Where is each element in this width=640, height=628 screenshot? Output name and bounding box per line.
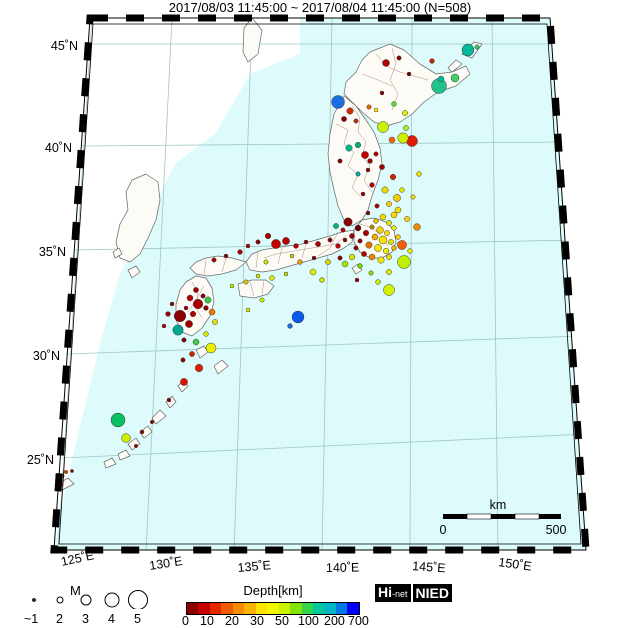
hinet-nied-logo: Hi -net NIED (375, 584, 452, 602)
depth-colorbar-segment-11 (312, 603, 325, 614)
depth-colorbar-segment-7 (267, 603, 279, 614)
depth-colorbar-segment-14 (347, 603, 359, 614)
depth-tick-7: 700 (348, 614, 369, 628)
svg-text:km: km (490, 498, 507, 512)
depth-tick-5: 100 (298, 614, 319, 628)
depth-colorbar-segment-4 (232, 603, 245, 614)
svg-text:25˚N: 25˚N (27, 453, 54, 467)
svg-text:135˚E: 135˚E (237, 558, 271, 574)
depth-legend: Depth[km] 0 10 20 30 50 100 200 700 (178, 583, 369, 628)
depth-colorbar-segment-2 (209, 603, 222, 614)
magnitude-tick-3: 4 (108, 612, 115, 626)
svg-text:40˚N: 40˚N (45, 141, 72, 155)
hinet-logo-net: -net (392, 589, 408, 599)
svg-text:30˚N: 30˚N (33, 349, 60, 363)
landmass-backdrop (54, 18, 300, 550)
magnitude-legend-title: M (70, 583, 81, 598)
depth-colorbar-segment-1 (198, 603, 210, 614)
svg-text:45˚N: 45˚N (51, 39, 78, 53)
svg-text:145˚E: 145˚E (412, 559, 446, 574)
depth-colorbar-segment-8 (278, 603, 291, 614)
depth-tick-6: 200 (324, 614, 345, 628)
nied-logo-box: NIED (412, 584, 452, 602)
depth-tick-3: 30 (250, 614, 264, 628)
depth-colorbar-segment-5 (244, 603, 256, 614)
svg-text:130˚E: 130˚E (148, 554, 183, 573)
depth-legend-title: Depth[km] (243, 583, 303, 598)
magnitude-tick-labels: ~1 2 3 4 5 (18, 612, 148, 626)
depth-tick-0: 0 (182, 614, 189, 628)
hinet-logo-box: Hi -net (375, 584, 411, 602)
svg-text:500: 500 (546, 523, 567, 537)
svg-text:0: 0 (440, 523, 447, 537)
scale-bar: km 0 500 (440, 498, 567, 537)
latitude-labels: 45˚N 40˚N 35˚N 30˚N 25˚N (27, 39, 78, 467)
map-frame (50, 14, 590, 554)
depth-tick-labels: 0 10 20 30 50 100 200 700 (178, 614, 369, 628)
longitude-labels: 125˚E 130˚E 135˚E 140˚E 145˚E 150˚E (60, 548, 533, 574)
depth-colorbar-segment-10 (301, 603, 313, 614)
depth-colorbar-segment-12 (324, 603, 336, 614)
earthquake-map[interactable]: km 0 500 45˚N 40˚N 35˚N 30˚N 25˚N 125˚E … (0, 14, 640, 574)
svg-text:35˚N: 35˚N (39, 245, 66, 259)
depth-colorbar-segment-6 (255, 603, 268, 614)
depth-colorbar-segment-13 (335, 603, 348, 614)
depth-tick-1: 10 (200, 614, 214, 628)
hinet-logo-hi: Hi (378, 584, 392, 600)
svg-text:150˚E: 150˚E (498, 555, 533, 574)
depth-tick-4: 50 (275, 614, 289, 628)
svg-text:125˚E: 125˚E (60, 548, 96, 569)
depth-colorbar (186, 602, 360, 615)
magnitude-legend: M ~1 2 3 4 5 (18, 583, 148, 626)
depth-tick-2: 20 (225, 614, 239, 628)
epicenter-markers (54, 43, 480, 488)
page-title: 2017/08/03 11:45:00 ~ 2017/08/04 11:45:0… (168, 0, 472, 15)
svg-text:140˚E: 140˚E (326, 560, 360, 574)
magnitude-tick-1: 2 (56, 612, 63, 626)
depth-colorbar-segment-9 (290, 603, 302, 614)
depth-colorbar-segment-3 (221, 603, 233, 614)
magnitude-tick-2: 3 (82, 612, 89, 626)
depth-colorbar-segment-0 (187, 603, 199, 614)
map-svg: km 0 500 45˚N 40˚N 35˚N 30˚N 25˚N 125˚E … (27, 14, 590, 574)
coastline-layer (57, 18, 483, 491)
magnitude-symbols (32, 590, 148, 609)
magnitude-tick-0: ~1 (24, 612, 39, 626)
magnitude-tick-4: 5 (134, 612, 141, 626)
